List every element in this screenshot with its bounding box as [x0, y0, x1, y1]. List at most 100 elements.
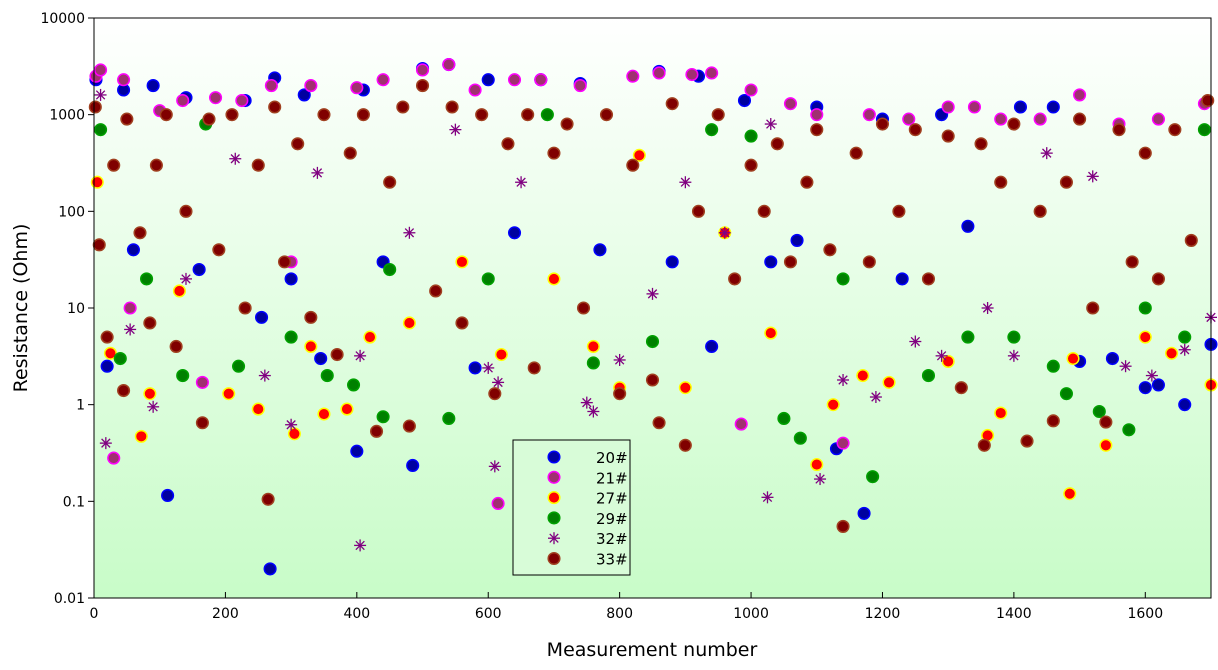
data-point — [902, 112, 916, 126]
data-point — [140, 272, 154, 286]
y-tick-label: 0.01 — [54, 591, 85, 607]
data-point — [1086, 170, 1099, 183]
data-point — [862, 108, 876, 122]
data-point — [1178, 398, 1192, 412]
data-point — [1201, 93, 1215, 108]
data-point — [849, 146, 863, 160]
legend-marker-icon — [547, 450, 561, 464]
data-point — [586, 339, 600, 354]
data-point — [626, 69, 640, 83]
data-point — [232, 359, 246, 373]
data-point — [251, 402, 265, 416]
data-point — [652, 66, 666, 80]
data-point — [1099, 415, 1113, 429]
data-point — [1112, 123, 1126, 137]
data-point — [1099, 438, 1113, 452]
data-point — [783, 255, 798, 269]
data-point — [468, 361, 482, 375]
data-point — [343, 146, 357, 160]
data-point — [482, 361, 495, 374]
data-point — [88, 100, 102, 114]
data-point — [488, 460, 501, 473]
data-point — [475, 108, 489, 122]
data-point — [573, 79, 587, 93]
data-point — [346, 378, 361, 392]
data-point — [665, 97, 679, 111]
data-point — [1138, 146, 1152, 160]
data-point — [225, 108, 239, 122]
legend-marker-icon — [547, 551, 561, 566]
data-point — [744, 83, 758, 97]
x-tick-label: 1200 — [865, 606, 901, 622]
data-point — [770, 137, 784, 151]
data-point — [967, 100, 982, 114]
data-point — [1138, 381, 1152, 395]
data-point — [103, 346, 117, 360]
data-point — [586, 356, 600, 370]
data-point — [287, 427, 301, 441]
x-tick-label: 1600 — [1127, 606, 1163, 622]
data-point — [678, 438, 692, 452]
data-point — [143, 387, 157, 401]
data-point — [646, 287, 659, 300]
data-point — [261, 492, 275, 506]
legend-label: 32# — [596, 530, 628, 548]
data-point — [229, 152, 242, 165]
legend-label: 29# — [596, 510, 628, 528]
data-point — [540, 108, 554, 122]
legend: 20# 21# 27# 29# 32# 33# — [512, 439, 631, 576]
data-point — [857, 506, 871, 520]
data-point — [123, 301, 137, 315]
legend-item: 33# — [547, 551, 628, 569]
data-point — [94, 88, 107, 101]
data-point — [521, 108, 535, 122]
data-point — [149, 158, 163, 172]
data-point — [363, 330, 377, 344]
data-point — [402, 419, 416, 433]
data-point — [202, 112, 216, 126]
data-point — [94, 63, 108, 77]
data-point — [304, 79, 318, 93]
data-point — [1168, 123, 1182, 137]
data-point — [442, 57, 456, 72]
data-point — [179, 204, 193, 218]
series-33 — [88, 79, 1215, 533]
data-point — [176, 93, 190, 108]
data-point — [908, 123, 922, 137]
data-point — [869, 391, 882, 404]
legend-item: 32# — [548, 530, 628, 548]
data-point — [494, 347, 508, 362]
data-point — [580, 396, 593, 409]
data-point — [974, 137, 988, 151]
data-point — [251, 158, 265, 172]
data-point — [107, 158, 121, 172]
plot-area — [94, 18, 1211, 598]
data-point — [254, 310, 269, 324]
data-point — [277, 255, 292, 269]
data-point — [284, 330, 298, 344]
data-point — [718, 226, 731, 239]
y-tick-label: 1 — [76, 398, 85, 414]
data-points — [88, 57, 1218, 576]
data-point — [311, 166, 324, 179]
data-point — [587, 405, 600, 418]
data-point — [632, 148, 646, 162]
legend-marker-icon — [547, 511, 561, 525]
data-point — [107, 451, 121, 465]
data-point — [238, 301, 252, 315]
data-point — [90, 175, 104, 189]
y-tick-label: 10 — [67, 301, 85, 317]
data-point — [711, 108, 725, 122]
data-point — [1046, 359, 1060, 373]
legend-item: 29# — [547, 510, 628, 528]
data-point — [941, 129, 955, 143]
data-point — [1063, 487, 1077, 501]
data-point — [941, 100, 955, 114]
data-point — [1059, 387, 1073, 401]
data-point — [415, 63, 430, 77]
data-point — [320, 369, 334, 383]
data-point — [1165, 346, 1179, 360]
data-point — [317, 407, 331, 421]
data-point — [117, 383, 131, 398]
data-point — [777, 411, 791, 426]
